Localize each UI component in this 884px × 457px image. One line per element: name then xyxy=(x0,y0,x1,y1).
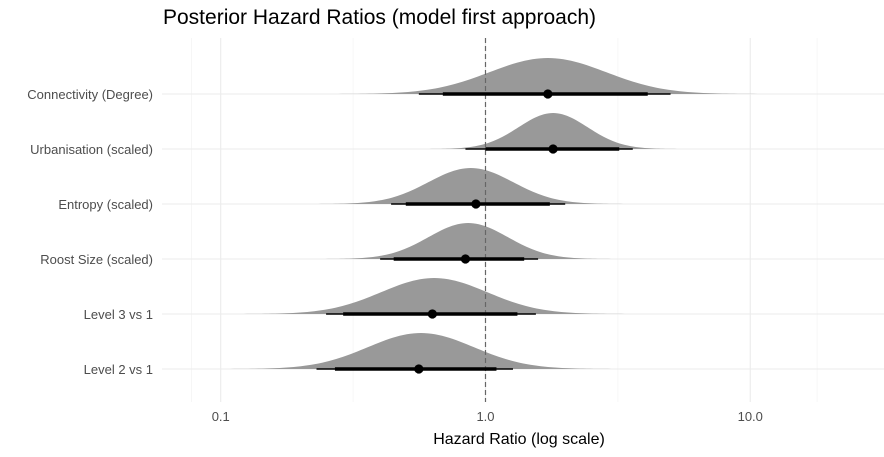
density-1 xyxy=(415,113,691,149)
density-3 xyxy=(309,223,628,259)
point-estimate-2 xyxy=(471,199,481,209)
density-5 xyxy=(209,333,633,369)
y-tick-label: Roost Size (scaled) xyxy=(40,252,153,267)
point-estimate-4 xyxy=(427,309,437,319)
density-4 xyxy=(222,278,646,314)
y-tick-label: Connectivity (Degree) xyxy=(27,87,153,102)
point-estimate-0 xyxy=(543,89,553,99)
density-layer xyxy=(209,58,781,369)
density-2 xyxy=(301,168,641,204)
x-tick-label: 0.1 xyxy=(212,409,230,424)
y-tick-label: Entropy (scaled) xyxy=(58,197,153,212)
interval-layer xyxy=(316,89,671,374)
x-tick-label: 10.0 xyxy=(738,409,763,424)
y-tick-label: Urbanisation (scaled) xyxy=(30,142,153,157)
y-tick-label: Level 3 vs 1 xyxy=(84,307,153,322)
density-0 xyxy=(314,58,781,94)
y-tick-labels: Connectivity (Degree) Urbanisation (scale… xyxy=(27,87,153,377)
point-estimate-5 xyxy=(414,364,424,374)
x-tick-label: 1.0 xyxy=(476,409,494,424)
point-estimate-3 xyxy=(460,254,471,264)
y-tick-label: Level 2 vs 1 xyxy=(84,362,153,377)
x-tick-labels: 0.1 1.0 10.0 xyxy=(212,409,763,424)
x-axis-title: Hazard Ratio (log scale) xyxy=(433,431,605,448)
point-estimate-1 xyxy=(548,144,558,154)
chart-title: Posterior Hazard Ratios (model first app… xyxy=(163,6,597,29)
